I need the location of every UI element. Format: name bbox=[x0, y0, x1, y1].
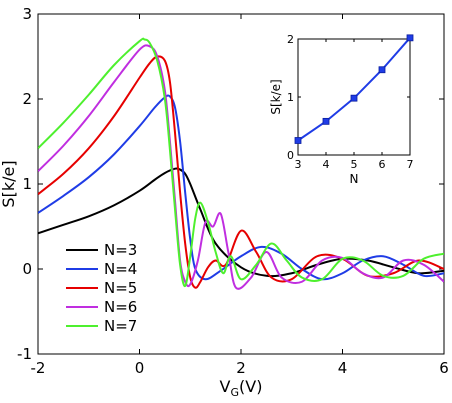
x-tick-label: 2 bbox=[236, 359, 246, 377]
inset-x-tick-label: 6 bbox=[379, 158, 386, 171]
legend-label: N=5 bbox=[104, 279, 137, 297]
x-tick-label: -2 bbox=[31, 359, 46, 377]
inset-data-marker bbox=[378, 66, 386, 74]
inset-x-tick-label: 5 bbox=[351, 158, 358, 171]
main-plot: -2 0 2 4 6 -1 0 1 2 3 VG(V) S[k/e] N=3N=4N=5N=6N=7 bbox=[0, 5, 449, 399]
inset-y-axis-label: S[k/e] bbox=[269, 79, 283, 114]
series-line-n5 bbox=[38, 55, 444, 289]
inset-x-axis-label: N bbox=[350, 172, 359, 186]
inset-y-tick-label: 0 bbox=[287, 149, 294, 162]
y-tick-label: -1 bbox=[17, 345, 32, 363]
legend-label: N=6 bbox=[104, 298, 137, 316]
inset-plot: 3 4 5 6 7 0 1 2 N S[k/e] bbox=[268, 33, 420, 189]
inset-x-tick-label: 7 bbox=[407, 158, 414, 171]
inset-background bbox=[268, 33, 420, 189]
inset-data-marker bbox=[350, 94, 358, 102]
inset-data-marker bbox=[294, 137, 302, 144]
series-line-n4 bbox=[38, 94, 444, 281]
legend-label: N=4 bbox=[104, 260, 137, 278]
inset-y-tick-label: 1 bbox=[287, 91, 294, 104]
inset-data-marker bbox=[322, 117, 330, 125]
x-tick-label: 0 bbox=[135, 359, 145, 377]
inset-x-tick-label: 4 bbox=[323, 158, 330, 171]
x-tick-label: 4 bbox=[338, 359, 348, 377]
legend-label: N=3 bbox=[104, 241, 137, 259]
series-line-n7 bbox=[38, 37, 444, 288]
x-tick-label: 6 bbox=[439, 359, 449, 377]
legend-label: N=7 bbox=[104, 317, 137, 335]
y-tick-label: 0 bbox=[22, 260, 32, 278]
inset-y-tick-label: 2 bbox=[287, 33, 294, 46]
y-tick-label: 2 bbox=[22, 90, 32, 108]
y-tick-label: 3 bbox=[22, 5, 32, 23]
inset-x-tick-label: 3 bbox=[295, 158, 302, 171]
y-tick-label: 1 bbox=[22, 175, 32, 193]
x-axis-label: VG(V) bbox=[220, 377, 263, 399]
inset-data-marker bbox=[406, 34, 414, 42]
y-axis-label: S[k/e] bbox=[0, 160, 18, 207]
